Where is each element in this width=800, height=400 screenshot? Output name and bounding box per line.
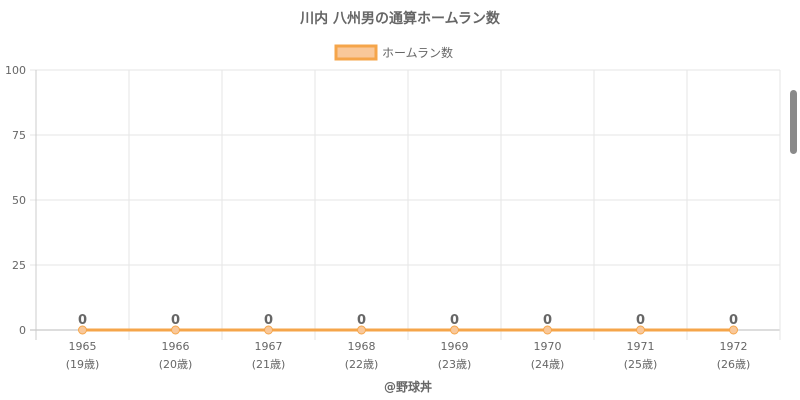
data-point bbox=[357, 325, 366, 335]
data-label: 0 bbox=[357, 313, 366, 328]
y-axis: 0 25 50 75 100 bbox=[5, 64, 26, 337]
data-labels: 0 0 0 0 0 0 0 0 bbox=[78, 313, 738, 328]
x-tick-sublabel: (26歳) bbox=[717, 358, 751, 371]
y-tick-label: 100 bbox=[5, 64, 26, 77]
x-tick-label: 1971 bbox=[627, 340, 655, 353]
x-tick-sublabel: (20歳) bbox=[159, 358, 193, 371]
x-tick-label: 1972 bbox=[720, 340, 748, 353]
data-label: 0 bbox=[729, 313, 738, 328]
data-point bbox=[171, 325, 180, 335]
y-tick-label: 75 bbox=[12, 129, 26, 142]
x-tick-label: 1965 bbox=[69, 340, 97, 353]
x-tick-sublabel: (22歳) bbox=[345, 358, 379, 371]
x-tick-label: 1966 bbox=[162, 340, 190, 353]
legend-label: ホームラン数 bbox=[382, 45, 453, 60]
data-point bbox=[78, 325, 87, 335]
data-point bbox=[636, 325, 645, 335]
x-tick-label: 1970 bbox=[534, 340, 562, 353]
data-label: 0 bbox=[264, 313, 273, 328]
data-point bbox=[729, 325, 738, 335]
x-tick-sublabel: (23歳) bbox=[438, 358, 472, 371]
data-label: 0 bbox=[636, 313, 645, 328]
data-label: 0 bbox=[78, 313, 87, 328]
x-tick-sublabel: (24歳) bbox=[531, 358, 565, 371]
x-axis: 1965 (19歳) 1966 (20歳) 1967 (21歳) 1968 (22歳) 1969… bbox=[66, 340, 751, 371]
chart-title: 川内 八州男の通算ホームラン数 bbox=[299, 10, 501, 27]
x-tick-sublabel: (21歳) bbox=[252, 358, 286, 371]
data-label: 0 bbox=[171, 313, 180, 328]
x-tick-label: 1967 bbox=[255, 340, 283, 353]
data-label: 0 bbox=[543, 313, 552, 328]
credit-text: @野球丼 bbox=[384, 379, 432, 394]
x-tick-label: 1969 bbox=[441, 340, 469, 353]
y-tick-label: 25 bbox=[12, 259, 26, 272]
x-tick-sublabel: (25歳) bbox=[624, 358, 658, 371]
y-tick-label: 50 bbox=[12, 194, 26, 207]
grid bbox=[30, 69, 781, 340]
series-home-runs bbox=[78, 325, 738, 335]
x-tick-sublabel: (19歳) bbox=[66, 358, 100, 371]
y-tick-label: 0 bbox=[19, 324, 26, 337]
scrollbar[interactable] bbox=[790, 90, 797, 154]
x-tick-label: 1968 bbox=[348, 340, 376, 353]
legend[interactable]: ホームラン数 bbox=[334, 44, 453, 61]
data-point bbox=[543, 325, 552, 335]
legend-swatch bbox=[334, 44, 378, 61]
data-point bbox=[450, 325, 459, 335]
data-point bbox=[264, 325, 273, 335]
data-label: 0 bbox=[450, 313, 459, 328]
